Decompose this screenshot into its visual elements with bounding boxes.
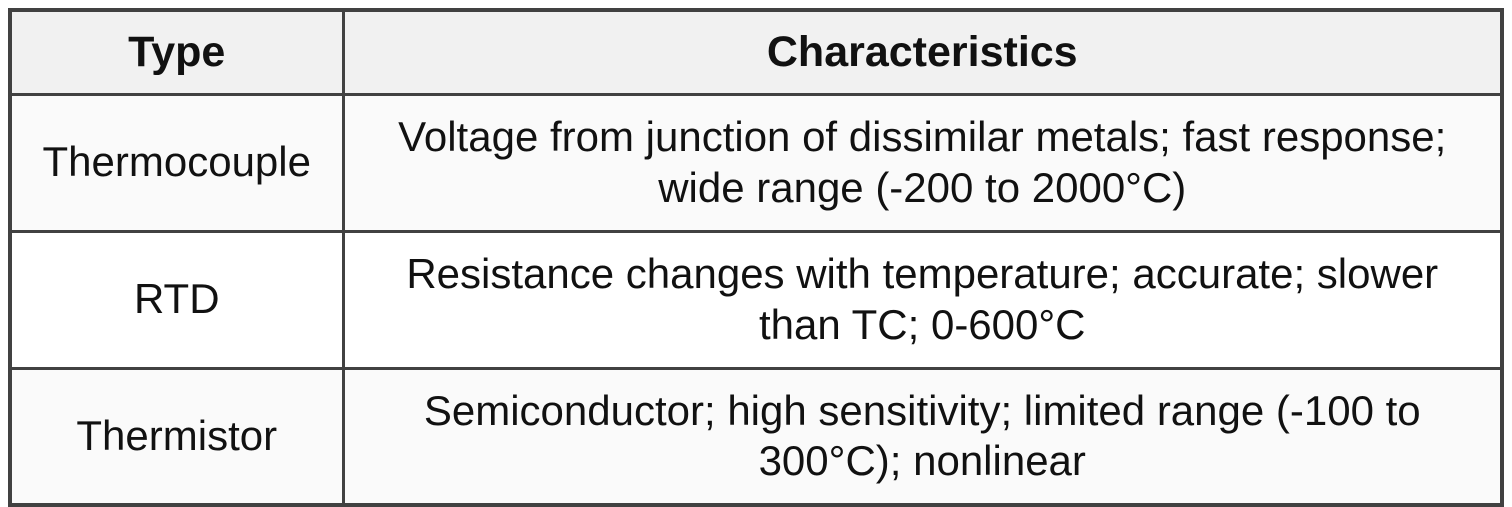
type-cell: RTD — [8, 229, 345, 370]
type-cell: Thermocouple — [8, 92, 345, 233]
column-header-characteristics: Characteristics — [341, 8, 1504, 96]
table-row-rtd: RTD Resistance changes with temperature;… — [8, 229, 1504, 370]
type-cell: Thermistor — [8, 366, 345, 507]
characteristics-cell: Resistance changes with temperature; acc… — [341, 229, 1504, 370]
characteristics-text: Resistance changes with temperature; acc… — [406, 250, 1439, 348]
characteristics-text: Voltage from junction of dissimilar meta… — [398, 113, 1447, 211]
column-header-type: Type — [8, 8, 345, 96]
table-row-thermistor: Thermistor Semiconductor; high sensitivi… — [8, 366, 1504, 507]
temperature-sensor-comparison-table: Type Characteristics Thermocouple Voltag… — [8, 8, 1504, 507]
table-row-thermocouple: Thermocouple Voltage from junction of di… — [8, 92, 1504, 233]
characteristics-text: Semiconductor; high sensitivity; limited… — [423, 386, 1421, 485]
characteristics-cell: Semiconductor; high sensitivity; limited… — [341, 366, 1504, 507]
header-row: Type Characteristics — [8, 8, 1504, 96]
characteristics-cell: Voltage from junction of dissimilar meta… — [341, 92, 1504, 233]
